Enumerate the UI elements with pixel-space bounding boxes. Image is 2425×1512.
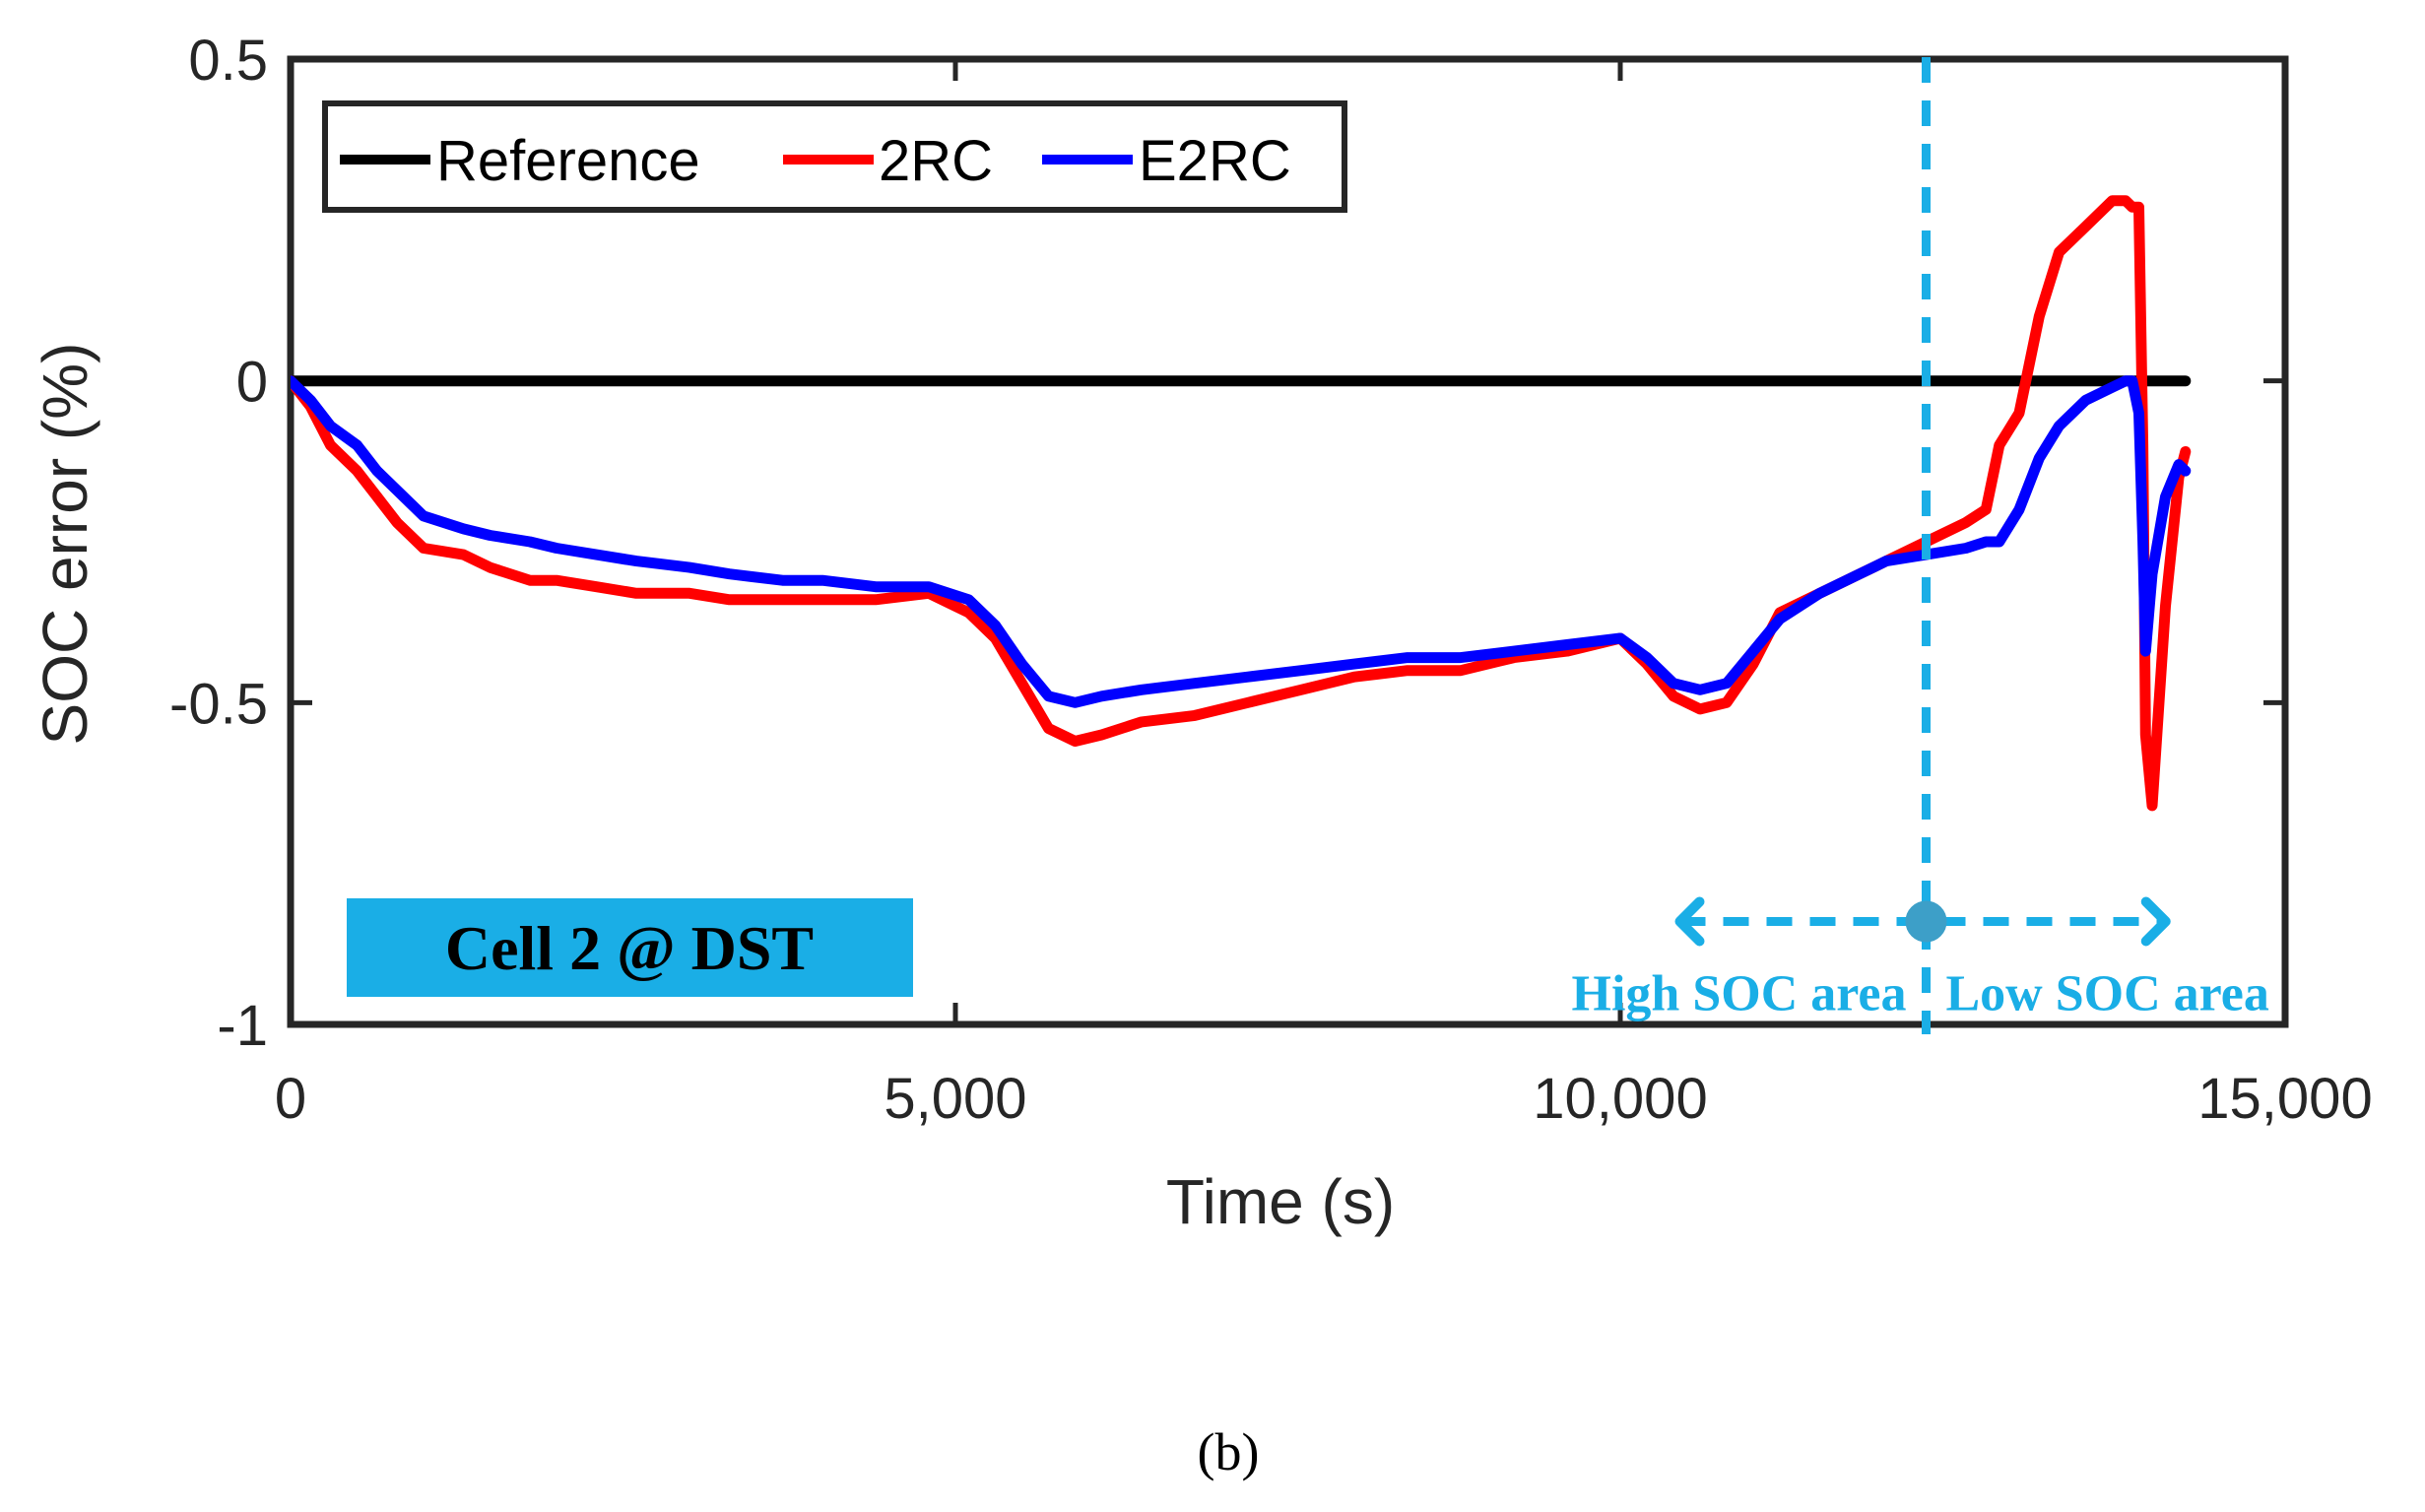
x-axis-title: Time (s) <box>1166 1166 1395 1237</box>
x-tick-label: 10,000 <box>1533 1067 1707 1131</box>
legend-label-reference: Reference <box>436 129 700 193</box>
arrow-left-icon <box>1674 896 1705 947</box>
legend: Reference 2RC E2RC <box>322 100 1347 213</box>
y-tick-label: -0.5 <box>169 672 268 736</box>
y-tick-label: 0 <box>236 351 268 415</box>
x-tick-label: 5,000 <box>884 1067 1026 1131</box>
legend-label-2rc: 2RC <box>879 129 993 193</box>
y-axis: -1 -0.5 0 0.5 <box>169 29 2285 1058</box>
arrow-right-icon <box>2140 896 2171 947</box>
legend-label-e2rc: E2RC <box>1139 129 1291 193</box>
y-axis-title: SOC error (%) <box>30 343 100 746</box>
series-line-e2rc <box>291 375 2192 708</box>
y-tick-label: -1 <box>217 994 268 1058</box>
y-tick-label: 0.5 <box>188 29 268 93</box>
cell-label-box: Cell 2 @ DST <box>347 898 913 997</box>
divider-marker-dot <box>1905 900 1947 943</box>
x-tick-label: 15,000 <box>2197 1067 2372 1131</box>
high-soc-label: High SOC area <box>1572 965 1907 1021</box>
cell-label-text: Cell 2 @ DST <box>445 913 814 983</box>
series-layer <box>291 195 2192 812</box>
x-tick-label: 0 <box>275 1067 306 1131</box>
soc-area-annotation: High SOC area Low SOC area <box>1572 57 2269 1034</box>
figure-caption: (b) <box>1198 1422 1260 1481</box>
series-line-2rc <box>291 195 2192 812</box>
x-axis: 0 5,000 10,000 15,000 <box>275 59 2373 1131</box>
low-soc-label: Low SOC area <box>1946 965 2269 1021</box>
plot-area-frame <box>287 55 2289 1028</box>
